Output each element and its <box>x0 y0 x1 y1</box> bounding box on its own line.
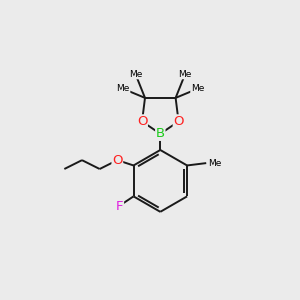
Text: Me: Me <box>208 159 222 168</box>
Text: Me: Me <box>191 84 204 93</box>
Text: Me: Me <box>178 70 191 79</box>
Text: F: F <box>116 200 123 213</box>
Text: O: O <box>173 115 184 128</box>
Text: B: B <box>156 127 165 140</box>
Text: O: O <box>137 115 147 128</box>
Text: Me: Me <box>116 84 130 93</box>
Text: O: O <box>112 154 123 167</box>
Text: Me: Me <box>130 70 143 79</box>
